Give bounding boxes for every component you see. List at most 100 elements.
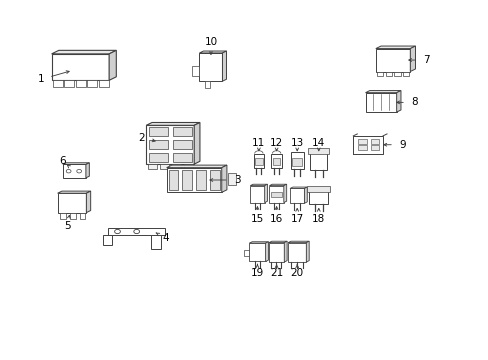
Polygon shape — [63, 163, 89, 165]
Bar — [151, 235, 160, 249]
Polygon shape — [146, 122, 200, 125]
Bar — [171, 164, 181, 170]
Bar — [250, 186, 264, 203]
Polygon shape — [284, 241, 286, 262]
Bar — [205, 81, 210, 87]
Bar — [375, 49, 409, 72]
Polygon shape — [283, 184, 286, 203]
Bar — [394, 72, 400, 76]
Text: 8: 8 — [410, 98, 417, 107]
Text: 21: 21 — [269, 269, 283, 279]
Polygon shape — [375, 46, 415, 49]
Bar — [108, 228, 165, 235]
Bar — [196, 171, 205, 189]
Bar — [183, 164, 193, 170]
Bar — [376, 72, 383, 76]
Bar — [357, 145, 366, 150]
Bar — [292, 158, 302, 166]
Text: 18: 18 — [311, 214, 325, 224]
Polygon shape — [166, 165, 226, 168]
Polygon shape — [287, 241, 308, 243]
Bar — [253, 153, 264, 168]
Bar — [168, 171, 178, 189]
Text: 14: 14 — [311, 138, 325, 148]
Bar — [290, 152, 304, 169]
Bar — [87, 80, 97, 87]
Bar — [272, 158, 280, 165]
Polygon shape — [194, 122, 200, 164]
Text: 1: 1 — [38, 75, 44, 85]
Text: 16: 16 — [269, 214, 283, 224]
Bar — [160, 164, 169, 170]
Polygon shape — [222, 51, 226, 81]
Polygon shape — [109, 50, 116, 80]
Bar — [172, 153, 191, 162]
Bar — [52, 54, 109, 80]
Text: 2: 2 — [138, 133, 144, 143]
Bar — [357, 139, 366, 144]
Bar — [148, 127, 167, 136]
Polygon shape — [221, 165, 226, 192]
Bar — [289, 189, 304, 203]
Text: 4: 4 — [162, 233, 168, 243]
Polygon shape — [396, 91, 400, 112]
Bar — [365, 93, 396, 112]
Polygon shape — [86, 191, 90, 213]
Text: 7: 7 — [423, 55, 429, 65]
Bar — [99, 80, 108, 87]
Polygon shape — [409, 46, 415, 72]
Bar — [53, 80, 62, 87]
Bar — [269, 186, 283, 203]
Bar — [385, 72, 391, 76]
Bar — [70, 213, 76, 219]
Text: 5: 5 — [64, 221, 70, 231]
Bar — [306, 186, 329, 192]
Text: 15: 15 — [250, 214, 264, 224]
Bar — [370, 139, 378, 144]
Text: 9: 9 — [399, 140, 405, 150]
Polygon shape — [265, 242, 268, 261]
Bar — [271, 153, 281, 168]
Bar — [209, 171, 220, 189]
Bar — [268, 243, 284, 262]
Polygon shape — [86, 163, 89, 178]
Polygon shape — [249, 242, 268, 243]
Bar — [309, 151, 327, 170]
Polygon shape — [365, 91, 400, 93]
Bar — [103, 235, 112, 245]
Bar — [146, 125, 194, 164]
Bar — [166, 168, 221, 192]
Bar — [370, 145, 378, 150]
Bar — [63, 165, 86, 178]
Bar — [271, 192, 281, 198]
Bar — [64, 80, 74, 87]
Bar — [287, 243, 305, 262]
Bar — [249, 243, 265, 261]
Text: 12: 12 — [269, 138, 283, 148]
Bar — [80, 213, 85, 219]
Bar — [148, 153, 167, 162]
Text: 17: 17 — [290, 214, 303, 224]
Bar — [182, 171, 192, 189]
Polygon shape — [52, 50, 116, 54]
Bar — [227, 172, 236, 185]
Bar — [172, 127, 191, 136]
Polygon shape — [199, 51, 226, 53]
Polygon shape — [250, 184, 267, 186]
Text: 11: 11 — [252, 138, 265, 148]
Bar — [402, 72, 408, 76]
Polygon shape — [269, 184, 286, 186]
Polygon shape — [304, 187, 306, 203]
Bar — [58, 193, 86, 213]
Polygon shape — [58, 191, 90, 193]
Bar — [307, 148, 328, 154]
Bar — [148, 140, 167, 149]
Text: 19: 19 — [250, 269, 264, 279]
Bar — [61, 213, 66, 219]
Bar — [172, 140, 191, 149]
Bar — [76, 80, 85, 87]
Bar — [243, 251, 249, 256]
Bar — [255, 158, 262, 165]
Polygon shape — [305, 241, 308, 262]
Bar — [308, 188, 328, 204]
